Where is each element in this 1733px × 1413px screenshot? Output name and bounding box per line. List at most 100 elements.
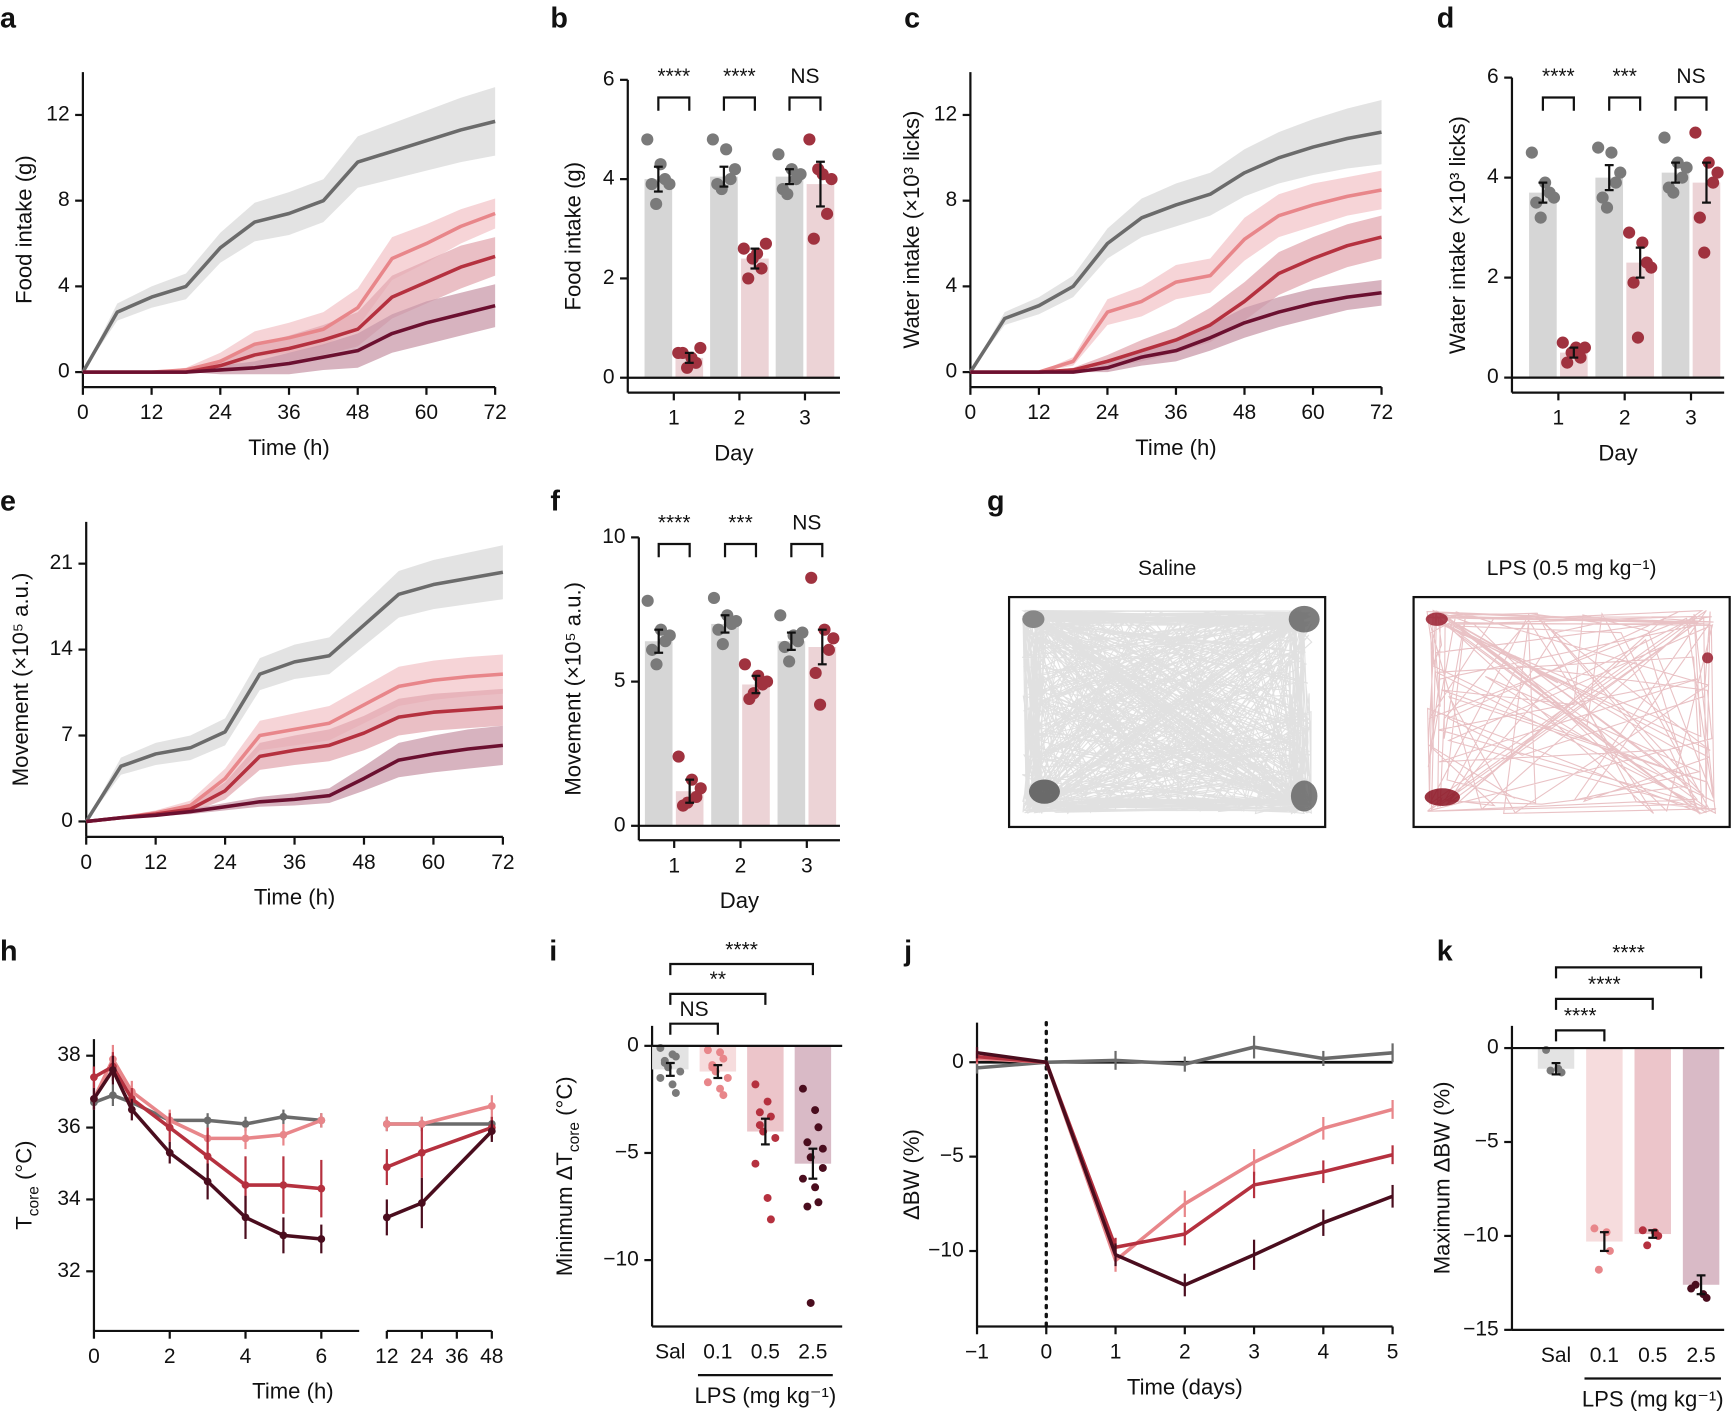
data-point (654, 158, 667, 171)
y-axis-label-part: Minimum ΔT (552, 1152, 577, 1276)
data-point (774, 609, 787, 622)
data-point (715, 182, 728, 196)
data-point (1605, 146, 1618, 159)
data-point (1574, 351, 1587, 364)
data-point (763, 1097, 772, 1106)
trajectory-cluster (1022, 610, 1045, 629)
x-tick-label: 48 (352, 851, 375, 874)
data-point (759, 237, 773, 250)
y-axis-label-part: core (565, 1122, 582, 1152)
x-tick-label: 6 (315, 1345, 327, 1368)
data-point (772, 148, 785, 161)
data-point (1605, 1246, 1614, 1255)
series-line (82, 303, 496, 374)
x-tick-label: 2 (734, 407, 746, 430)
data-point (738, 658, 752, 671)
x-tick-label: 72 (1370, 401, 1393, 424)
x-tick-label: 12 (140, 401, 163, 424)
data-point (818, 1144, 827, 1153)
x-tick-label: 0.1 (703, 1341, 732, 1364)
x-tick-label: 1 (1553, 407, 1565, 430)
data-point (807, 232, 820, 245)
significance-bracket (790, 542, 824, 558)
x-tick-label: 0 (80, 851, 92, 874)
y-tick-label: 2 (1487, 265, 1499, 288)
data-point (805, 571, 818, 584)
data-point (827, 632, 840, 645)
data-point (742, 272, 755, 285)
y-axis-label-part: core (25, 1186, 42, 1216)
x-tick-label: 2.5 (1687, 1344, 1716, 1367)
x-tick-label: Sal (655, 1341, 685, 1364)
panel-label: d (1437, 3, 1455, 35)
x-tick-label: 24 (209, 401, 233, 424)
data-point (650, 658, 663, 671)
x-axis-label: Time (days) (1127, 1374, 1243, 1399)
series-line (968, 130, 1382, 374)
x-tick-label: 0.1 (1590, 1344, 1619, 1367)
data-point (676, 1067, 685, 1076)
x-axis-label: Day (1598, 440, 1637, 465)
x-tick-label: 24 (1096, 401, 1120, 424)
data-point (663, 178, 676, 191)
data-point (778, 640, 791, 654)
y-axis-label-part: T (11, 1216, 36, 1230)
y-axis-label: Tcore (°C) (11, 1140, 42, 1229)
y-tick-label: 38 (57, 1043, 80, 1066)
data-point (1702, 1293, 1711, 1302)
data-point (663, 629, 676, 642)
point (487, 1127, 496, 1136)
significance-label: NS (792, 512, 821, 535)
arena-box (1412, 595, 1731, 829)
data-point (1534, 211, 1547, 224)
x-tick-label: 2 (1179, 1341, 1191, 1364)
data-point (1707, 176, 1720, 189)
data-point (707, 591, 721, 605)
data-point (1693, 211, 1706, 224)
data-point (1561, 356, 1574, 369)
series-line (81, 119, 496, 373)
significance-bracket (669, 962, 815, 976)
data-point (1623, 226, 1636, 239)
series-line (84, 570, 504, 823)
trajectory (1426, 609, 1717, 815)
data-point (803, 1138, 812, 1147)
data-point (1636, 236, 1649, 249)
y-tick-label: 12 (934, 103, 957, 126)
data-point (781, 187, 794, 201)
data-point (1547, 191, 1561, 204)
data-point (1631, 331, 1645, 344)
x-axis-label: Day (714, 440, 753, 465)
data-point (812, 163, 825, 176)
bar (777, 641, 806, 826)
y-tick-label: −10 (1463, 1223, 1499, 1246)
y-axis-label-part: ΔBW (%) (899, 1129, 924, 1220)
data-point (1614, 166, 1627, 179)
point (317, 1116, 326, 1125)
x-tick-label: 3 (799, 407, 811, 430)
point (127, 1105, 136, 1114)
data-point (1627, 276, 1640, 289)
x-tick-label: 1 (1110, 1341, 1122, 1364)
data-point (719, 1091, 728, 1100)
panel-label: i (549, 936, 557, 968)
data-point (803, 133, 816, 146)
x-tick-label: 36 (277, 401, 300, 424)
data-point (1596, 191, 1609, 204)
bar (1634, 1048, 1671, 1235)
data-point (796, 626, 809, 639)
y-axis-label: Movement (×10⁵ a.u.) (8, 573, 33, 787)
y-tick-label: 0 (603, 365, 615, 388)
significance-label: **** (723, 65, 756, 88)
data-point (728, 163, 742, 176)
point (241, 1120, 250, 1128)
panel-label: h (0, 936, 18, 968)
x-tick-label: 3 (1685, 407, 1697, 430)
data-point (821, 207, 834, 220)
x-tick-label: 0.5 (1638, 1344, 1667, 1367)
x-tick-label: 24 (213, 851, 237, 874)
x-tick-label: 3 (1248, 1341, 1260, 1364)
y-axis-label-part: Water intake (×10³ licks) (1445, 116, 1470, 354)
significance-bracket (669, 1022, 719, 1035)
x-tick-label: 1 (668, 407, 680, 430)
